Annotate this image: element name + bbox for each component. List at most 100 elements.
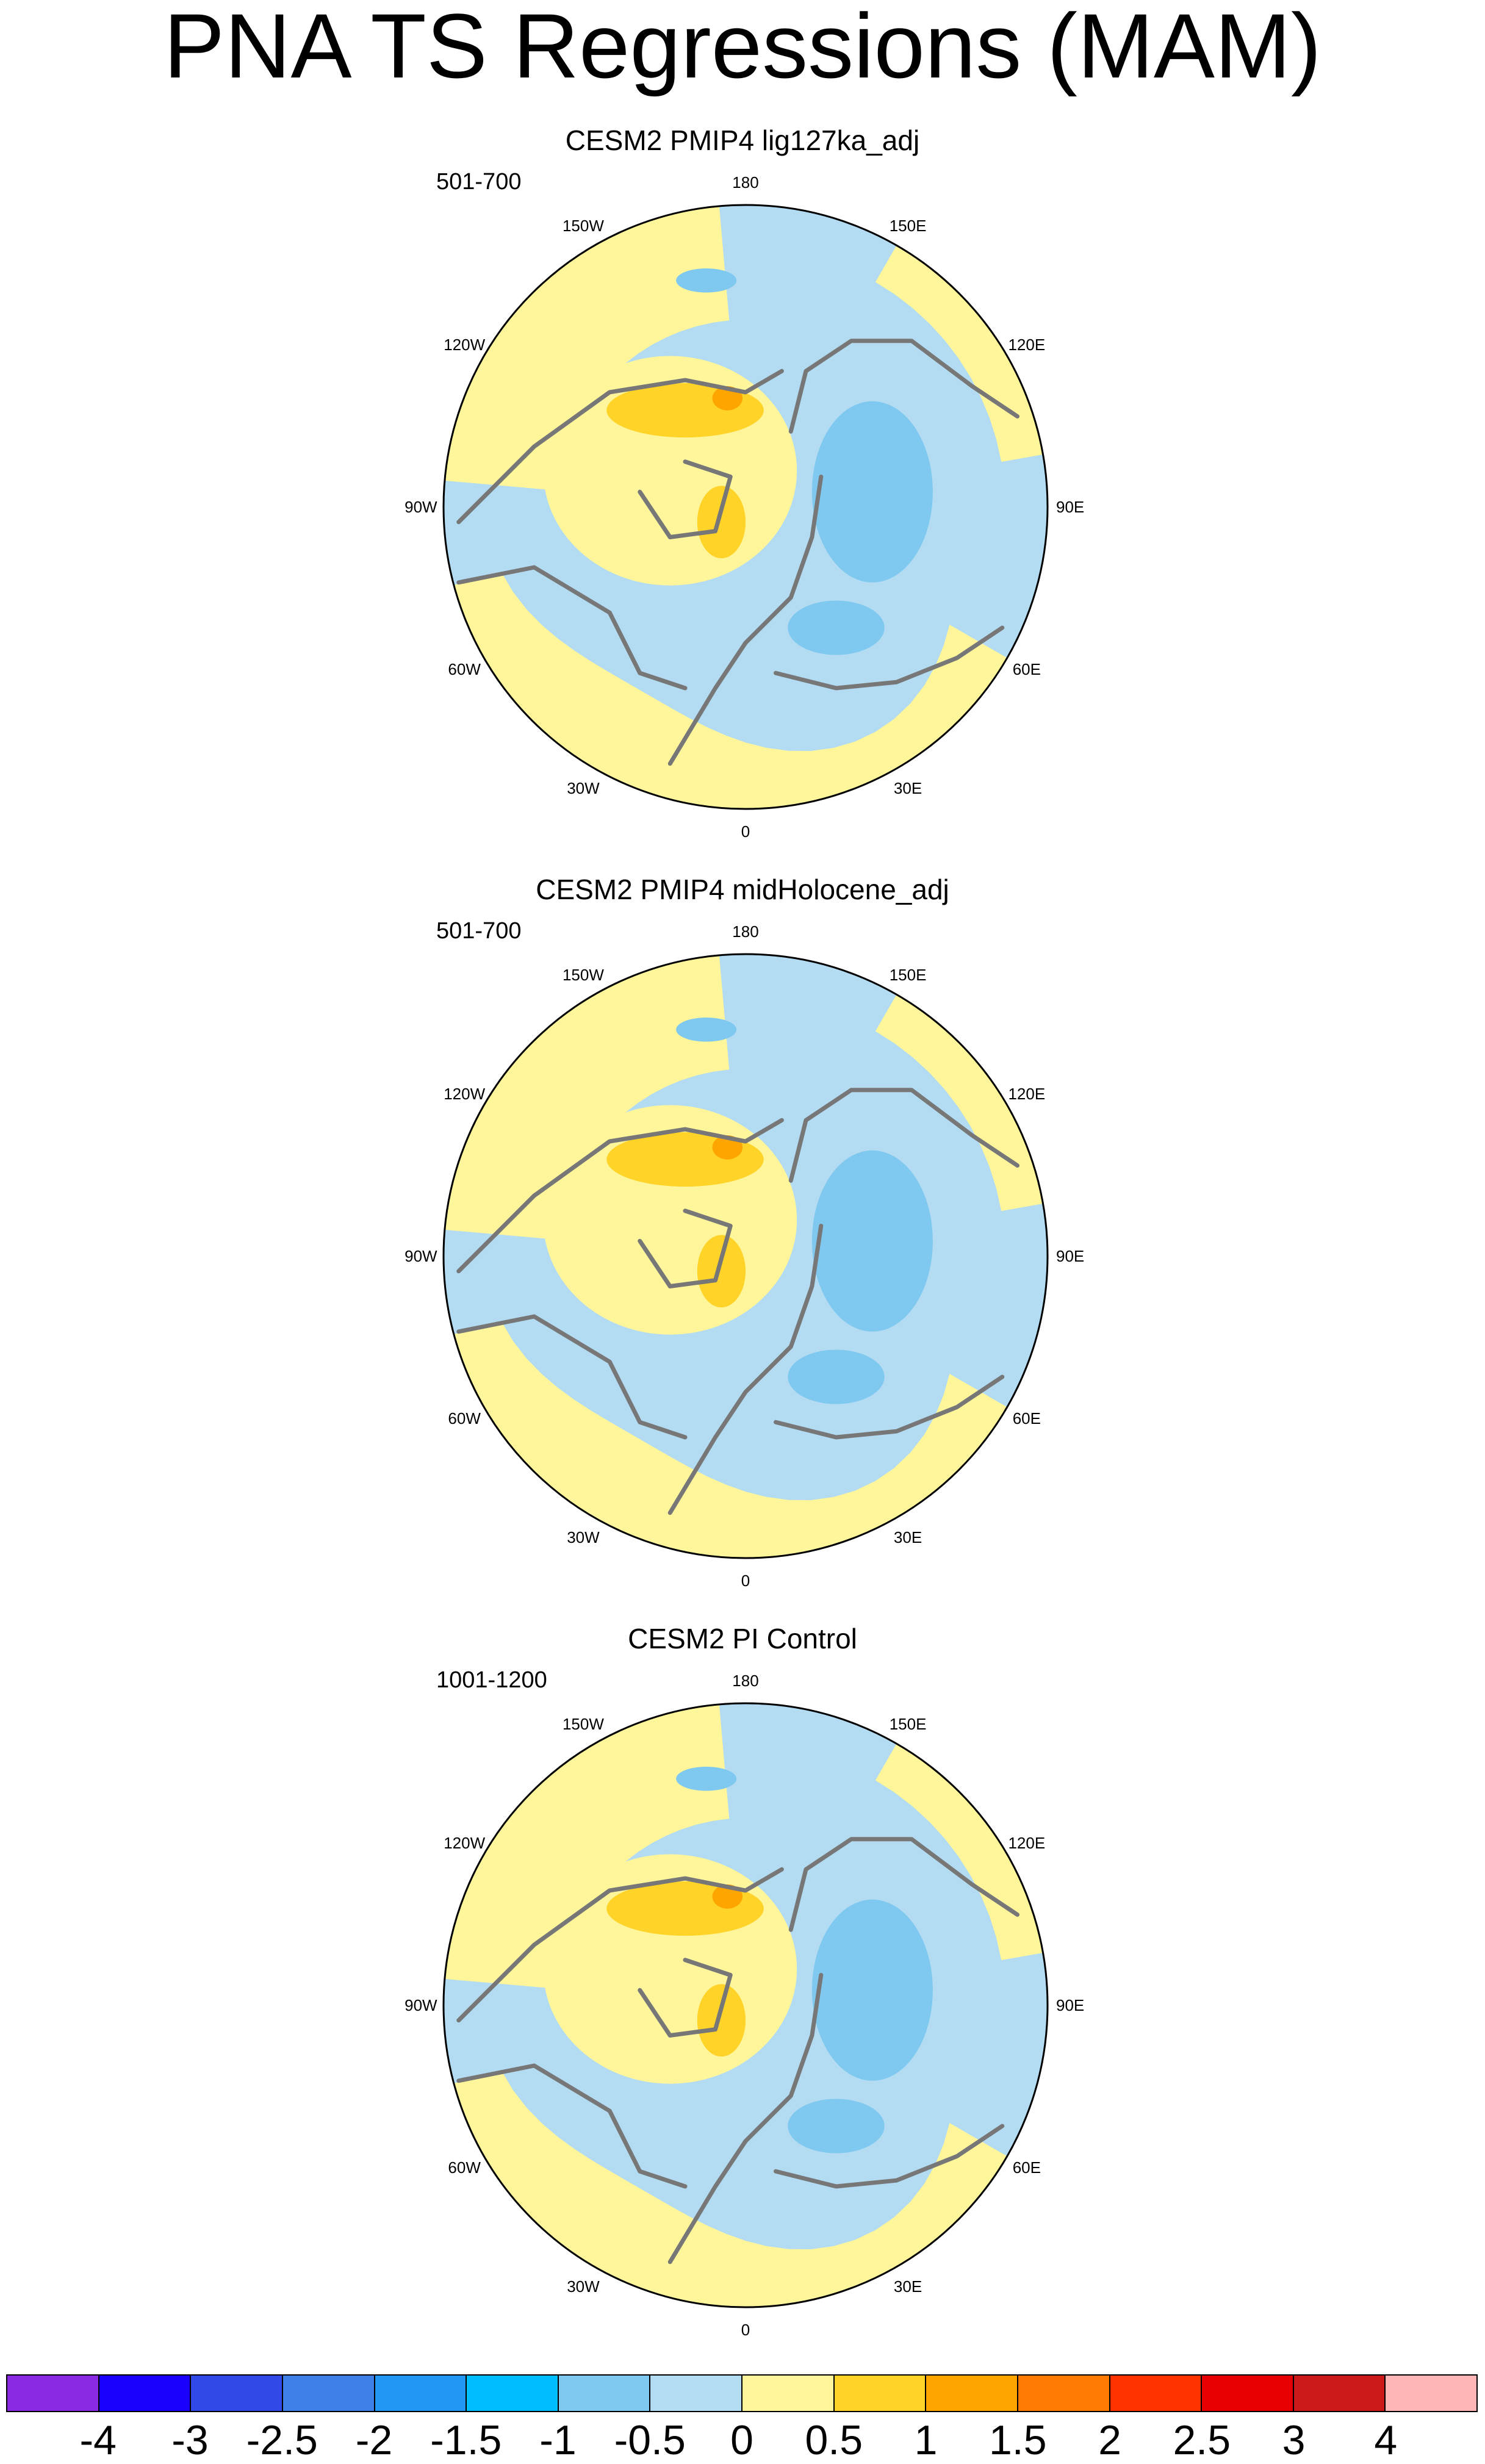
longitude-label: 0 xyxy=(741,2321,750,2339)
panel-years: 1001-1200 xyxy=(436,1667,547,1693)
field-positive xyxy=(444,1703,730,1989)
colorbar-tick-label: -2 xyxy=(355,2417,393,2463)
longitude-label: 60E xyxy=(1013,2158,1041,2177)
field-positive xyxy=(875,232,1048,462)
field-strong-positive xyxy=(697,1235,746,1308)
longitude-label: 150W xyxy=(563,966,604,984)
colorbar-tick-label: -0.5 xyxy=(614,2417,686,2463)
colorbar-tick-label: 3 xyxy=(1282,2417,1306,2463)
polar-map: 180 150E 120E 90E 60E 30E 0 30W 60W 90W 120W 150W xyxy=(405,922,1084,1590)
field-positive xyxy=(444,1321,1021,1558)
longitude-label: 150E xyxy=(890,1715,927,1733)
longitude-label: 90W xyxy=(405,1996,437,2014)
field-positive xyxy=(875,1730,1048,1961)
field-strong-negative xyxy=(811,1150,933,1332)
colorbar-boxes xyxy=(6,2374,1478,2412)
coastline xyxy=(667,475,824,766)
colorbar-swatch xyxy=(743,2376,835,2411)
longitude-label: 60E xyxy=(1013,660,1041,678)
coastline xyxy=(667,1224,824,1515)
longitude-label: 120W xyxy=(444,336,485,354)
colorbar-tick-label: -3 xyxy=(171,2417,209,2463)
coastline xyxy=(788,1088,1019,1183)
longitude-label: 180 xyxy=(732,1672,758,1690)
panel-title: CESM2 PMIP4 midHolocene_adj xyxy=(536,874,949,905)
longitude-label: 120E xyxy=(1008,1834,1045,1852)
longitude-label: 150W xyxy=(563,1715,604,1733)
longitude-label: 30W xyxy=(567,1528,600,1546)
coastline xyxy=(456,368,784,525)
colorbar-swatch xyxy=(1202,2376,1294,2411)
map-boundary xyxy=(442,204,1049,810)
longitude-label: 60W xyxy=(448,1409,481,1428)
field-strong-negative xyxy=(811,1899,933,2081)
colorbar-tick-label: 1 xyxy=(914,2417,938,2463)
field-strong-negative xyxy=(811,401,933,583)
colorbar-swatch xyxy=(558,2376,651,2411)
longitude-label: 90E xyxy=(1056,1996,1084,2014)
map-panel-2: CESM2 PMIP4 midHolocene_adj 501-700 180 1… xyxy=(0,871,1485,1618)
longitude-label: 30E xyxy=(894,779,922,797)
longitude-label: 150E xyxy=(890,966,927,984)
colorbar-tick-label: 2 xyxy=(1098,2417,1121,2463)
field-strong-positive xyxy=(697,1984,746,2057)
colorbar: -4 -3 -2.5 -2 -1.5 -1 -0.5 0 0.5 1 1.5 2 2.5 3 4 xyxy=(0,2367,1485,2464)
panel-title: CESM2 PI Control xyxy=(628,1623,857,1654)
colorbar-labels: -4 -3 -2.5 -2 -1.5 -1 -0.5 0 0.5 1 1.5 2 2.5 3 4 xyxy=(0,2419,1485,2462)
panel-years: 501-700 xyxy=(436,169,522,195)
colorbar-swatch xyxy=(7,2376,99,2411)
coastline xyxy=(456,1118,784,1274)
field-strong-negative xyxy=(788,1349,885,1404)
panel-years: 501-700 xyxy=(436,918,522,944)
colorbar-swatch xyxy=(99,2376,192,2411)
polar-map: 180 150E 120E 90E 60E 30E 0 30W 60W 90W 120W 150W xyxy=(405,173,1084,841)
field-strong-negative xyxy=(676,268,737,293)
longitude-label: 90W xyxy=(405,498,437,516)
longitude-label: 60W xyxy=(448,2158,481,2177)
field-strong-negative xyxy=(676,1766,737,1791)
longitude-label: 90E xyxy=(1056,1247,1084,1265)
colorbar-swatch xyxy=(282,2376,375,2411)
colorbar-tick-label: 0.5 xyxy=(805,2417,863,2463)
colorbar-tick-label: 4 xyxy=(1374,2417,1398,2463)
coastline xyxy=(456,1867,784,2023)
colorbar-tick-label: -4 xyxy=(79,2417,117,2463)
colorbar-tick-label: -1.5 xyxy=(430,2417,502,2463)
colorbar-tick-label: 1.5 xyxy=(988,2417,1047,2463)
colorbar-tick-label: 0 xyxy=(730,2417,753,2463)
colorbar-tick-label: 2.5 xyxy=(1173,2417,1231,2463)
longitude-label: 180 xyxy=(732,173,758,192)
map-boundary xyxy=(442,953,1049,1559)
field-strong-negative xyxy=(788,2099,885,2153)
coastline xyxy=(788,1837,1019,1932)
colorbar-swatch xyxy=(467,2376,559,2411)
coastline xyxy=(638,1958,733,2038)
field-positive xyxy=(444,2071,1021,2307)
coastline xyxy=(456,2063,688,2189)
longitude-label: 0 xyxy=(741,822,750,841)
colorbar-swatch xyxy=(1110,2376,1203,2411)
longitude-label: 150E xyxy=(890,217,927,235)
coastline xyxy=(774,2124,1005,2189)
longitude-label: 90E xyxy=(1056,498,1084,516)
longitude-label: 90W xyxy=(405,1247,437,1265)
field-positive xyxy=(875,981,1048,1212)
field-strong-negative xyxy=(788,600,885,655)
coastline xyxy=(667,1973,824,2265)
longitude-label: 30E xyxy=(894,1528,922,1546)
colorbar-swatch xyxy=(375,2376,467,2411)
coastline xyxy=(456,565,688,691)
map-boundary xyxy=(442,1702,1049,2308)
longitude-label: 30W xyxy=(567,2277,600,2296)
longitude-label: 120E xyxy=(1008,1085,1045,1103)
main-title: PNA TS Regressions (MAM) xyxy=(164,0,1321,97)
longitude-label: 120W xyxy=(444,1834,485,1852)
longitude-label: 0 xyxy=(741,1571,750,1590)
longitude-label: 150W xyxy=(563,217,604,235)
field-positive xyxy=(444,205,730,491)
coastline xyxy=(638,459,733,539)
coastline xyxy=(638,1209,733,1288)
longitude-label: 60E xyxy=(1013,1409,1041,1428)
colorbar-swatch xyxy=(926,2376,1018,2411)
colorbar-tick-label: -2.5 xyxy=(246,2417,318,2463)
